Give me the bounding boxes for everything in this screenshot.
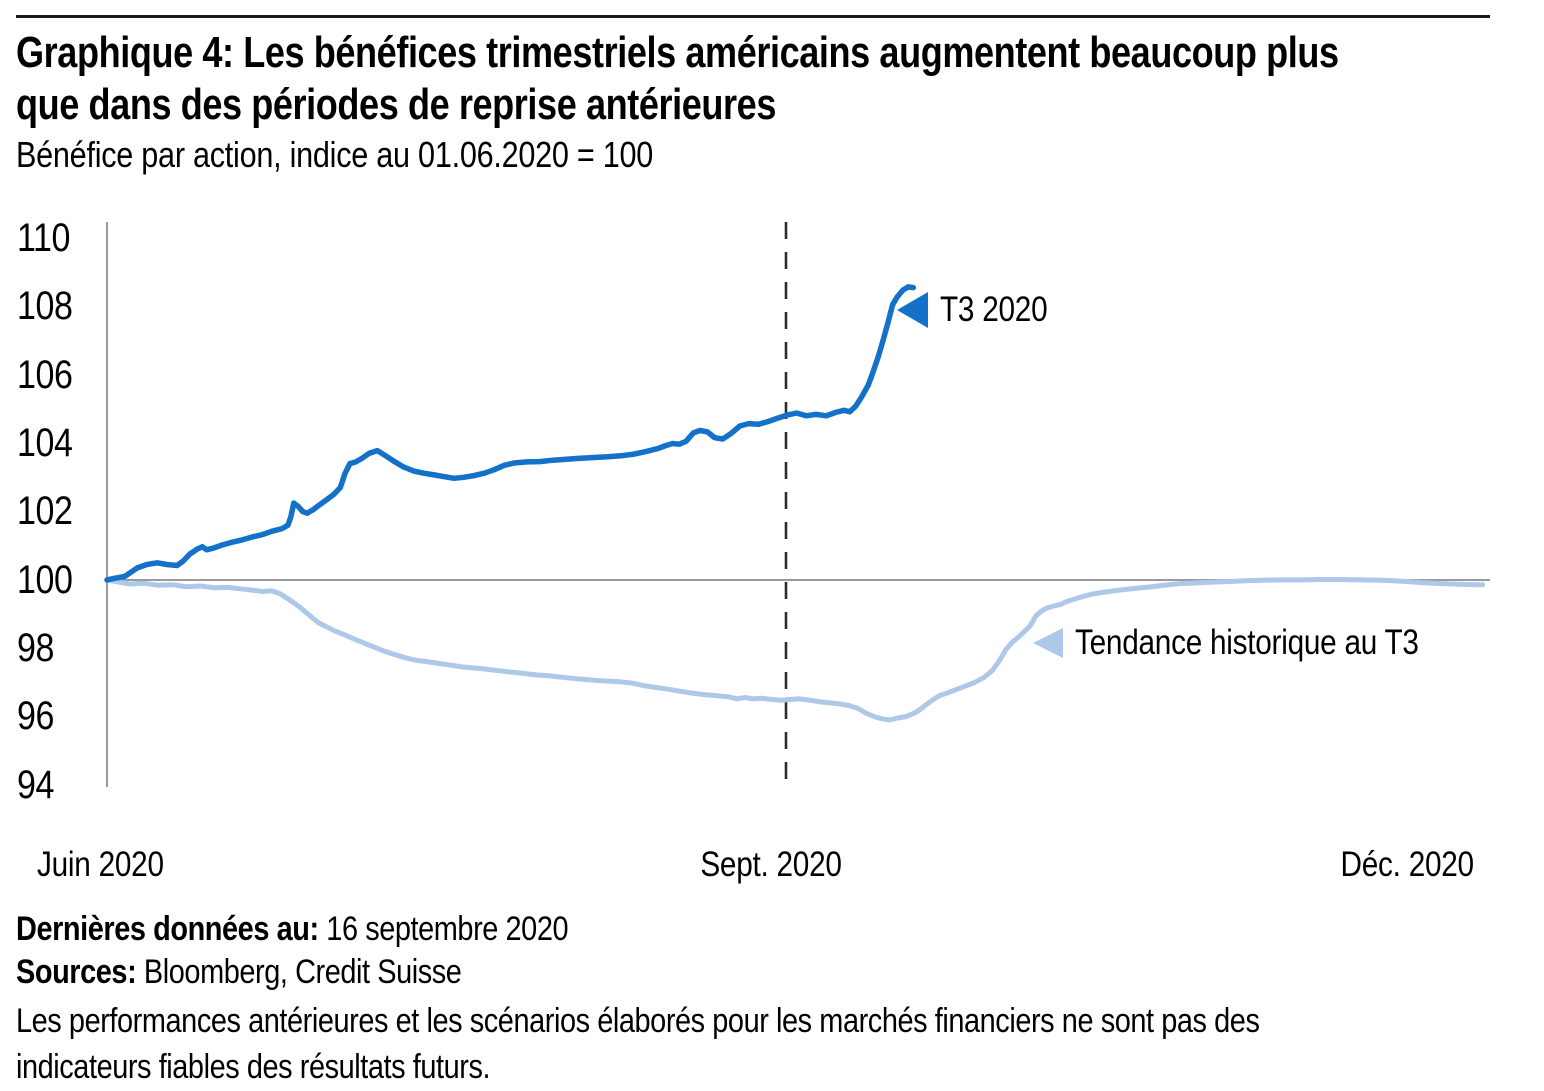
- title-line-1: Graphique 4: Les bénéfices trimestriels …: [16, 28, 1339, 77]
- y-tick-label: 102: [17, 489, 73, 533]
- x-tick-juin: Juin 2020: [37, 845, 164, 884]
- x-tick-sept: Sept. 2020: [700, 845, 842, 884]
- trend-arrow-icon: [1033, 628, 1063, 658]
- top-rule: [16, 15, 1490, 18]
- y-tick-label: 94: [17, 763, 54, 807]
- t3-2020-arrow-icon: [897, 292, 928, 328]
- page-title: Graphique 4: Les bénéfices trimestriels …: [16, 27, 1339, 131]
- annotation-t3-2020: T3 2020: [940, 290, 1048, 329]
- chart-subtitle: Bénéfice par action, indice au 01.06.202…: [16, 134, 654, 175]
- y-tick-label: 104: [17, 421, 73, 465]
- y-tick-label: 100: [17, 558, 73, 602]
- sources-line: Sources: Bloomberg, Credit Suisse: [16, 951, 462, 993]
- series-t3-2020-line: [104, 284, 917, 583]
- y-tick-label: 98: [17, 626, 54, 670]
- sources-value: Bloomberg, Credit Suisse: [143, 953, 462, 991]
- disclaimer-line-2: indicateurs fiables des résultats futurs…: [16, 1048, 491, 1086]
- annotation-historical-trend: Tendance historique au T3: [1075, 623, 1419, 662]
- latest-data-label: Dernières données au:: [16, 910, 319, 948]
- latest-data-line: Dernières données au: 16 septembre 2020: [16, 908, 569, 950]
- title-line-2: que dans des périodes de reprise antérie…: [16, 80, 776, 129]
- y-tick-label: 108: [17, 284, 73, 328]
- latest-data-value: 16 septembre 2020: [326, 910, 569, 948]
- x-tick-dec: Déc. 2020: [1340, 845, 1475, 884]
- disclaimer-line-1: Les performances antérieures et les scén…: [16, 1002, 1260, 1040]
- y-tick-label: 110: [17, 216, 70, 260]
- series-historical-trend-line: [104, 577, 1486, 723]
- y-tick-label: 96: [17, 694, 54, 738]
- disclaimer-text: Les performances antérieures et les scén…: [16, 998, 1260, 1090]
- sources-label: Sources:: [16, 953, 137, 991]
- y-tick-label: 106: [17, 353, 73, 397]
